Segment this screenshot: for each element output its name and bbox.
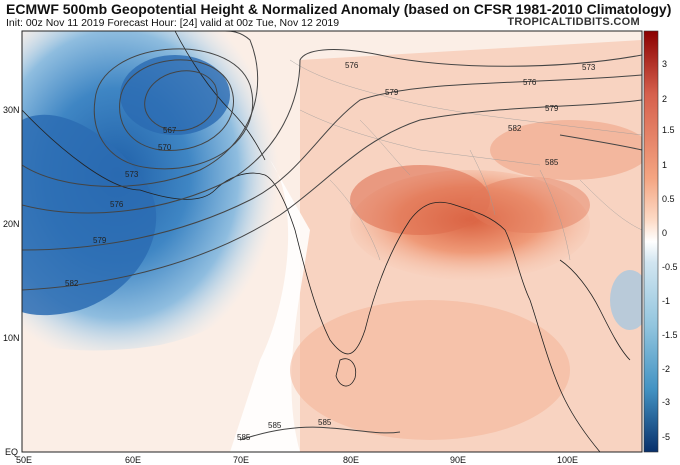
height-contours xyxy=(22,31,642,441)
contour-label: 570 xyxy=(158,143,172,152)
contour-label: 573 xyxy=(582,63,596,72)
colorbar-tick: -2 xyxy=(662,364,670,374)
lon-label: 50E xyxy=(16,455,32,465)
map-title: ECMWF 500mb Geopotential Height & Normal… xyxy=(6,1,672,17)
lon-label: 90E xyxy=(450,455,466,465)
lat-label: 10N xyxy=(3,333,20,343)
borders xyxy=(289,59,642,261)
contour-label: 582 xyxy=(508,124,522,133)
lon-label: 80E xyxy=(343,455,359,465)
colorbar-tick: -1.5 xyxy=(662,330,678,340)
colorbar-ticks: 3 2 1.5 1 0.5 0 -0.5 -1 -1.5 -2 -3 -5 xyxy=(662,59,678,442)
contour-label: 573 xyxy=(125,170,139,179)
colorbar-tick: 1.5 xyxy=(662,125,675,135)
anomaly-field: 567 570 573 576 579 582 585 576 576 573 … xyxy=(22,31,642,452)
map-frame xyxy=(21,30,643,453)
colorbar-tick: 3 xyxy=(662,59,667,69)
lat-label: 20N xyxy=(3,219,20,229)
brand-label: TROPICALTIDBITS.COM xyxy=(507,16,640,28)
colorbar-tick: -3 xyxy=(662,397,670,407)
colorbar-tick: 2 xyxy=(662,94,667,104)
lat-label: EQ xyxy=(5,447,18,457)
colorbar-tick: -0.5 xyxy=(662,262,678,272)
colorbar-tick: 0.5 xyxy=(662,194,675,204)
lon-label: 70E xyxy=(233,455,249,465)
lat-labels: 30N 20N 10N EQ xyxy=(3,105,20,457)
contour-label: 576 xyxy=(523,78,537,87)
contour-label: 576 xyxy=(345,61,359,70)
contour-label: 582 xyxy=(65,279,79,288)
contour-label: 579 xyxy=(385,88,399,97)
contour-label: 579 xyxy=(93,236,107,245)
lon-labels: 50E 60E 70E 80E 90E 100E xyxy=(16,455,578,465)
colorbar-tick: 1 xyxy=(662,160,667,170)
colorbar-tick: -1 xyxy=(662,296,670,306)
contour-labels: 567 570 573 576 579 582 585 576 576 573 … xyxy=(65,61,596,442)
contour-label: 585 xyxy=(545,158,559,167)
colorbar-tick: -5 xyxy=(662,432,670,442)
colorbar-tick: 0 xyxy=(662,228,667,238)
contour-label: 579 xyxy=(545,104,559,113)
coastline xyxy=(22,31,631,452)
map-subtitle: Init: 00z Nov 11 2019 Forecast Hour: [24… xyxy=(6,17,340,29)
contour-label: 576 xyxy=(110,200,124,209)
colorbar xyxy=(643,30,659,453)
contour-label: 585 xyxy=(237,433,251,442)
lat-label: 30N xyxy=(3,105,20,115)
contour-label: 585 xyxy=(318,418,332,427)
contour-label: 585 xyxy=(268,421,282,430)
lon-label: 100E xyxy=(557,455,578,465)
contour-label: 567 xyxy=(163,126,177,135)
lon-label: 60E xyxy=(125,455,141,465)
